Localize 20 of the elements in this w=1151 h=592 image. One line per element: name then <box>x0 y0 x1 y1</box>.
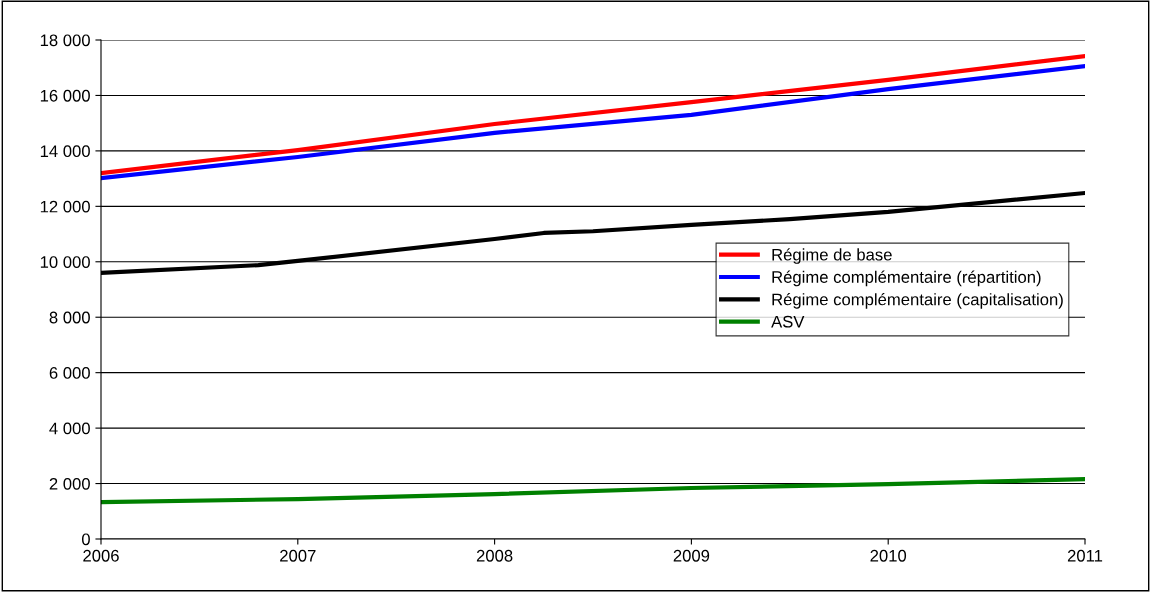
y-tick-label: 4 000 <box>49 422 90 435</box>
y-tick-label: 12 000 <box>40 200 90 213</box>
legend-label: ASV <box>771 315 805 328</box>
x-tick-label: 2008 <box>476 549 513 562</box>
y-tick-label: 0 <box>81 533 90 546</box>
x-tick-label: 2006 <box>83 549 119 562</box>
y-tick-label: 10 000 <box>40 256 90 268</box>
legend-label: Régime de base <box>772 248 892 264</box>
x-tick-label: 2009 <box>673 549 710 562</box>
x-tick-label: 2011 <box>1067 549 1103 562</box>
x-tick-label: 2010 <box>870 549 907 562</box>
legend-label: Régime complémentaire (capitalisation) <box>772 292 1063 309</box>
y-tick-label: 2 000 <box>49 477 90 490</box>
y-tick-label: 14 000 <box>40 145 90 158</box>
y-tick-label: 16 000 <box>40 89 90 102</box>
y-tick-label: 18 000 <box>40 34 90 47</box>
y-tick-label: 8 000 <box>49 311 90 324</box>
legend-label: Régime complémentaire (répartition) <box>772 270 1041 287</box>
y-tick-label: 6 000 <box>49 367 90 379</box>
x-tick-label: 2007 <box>280 549 316 562</box>
